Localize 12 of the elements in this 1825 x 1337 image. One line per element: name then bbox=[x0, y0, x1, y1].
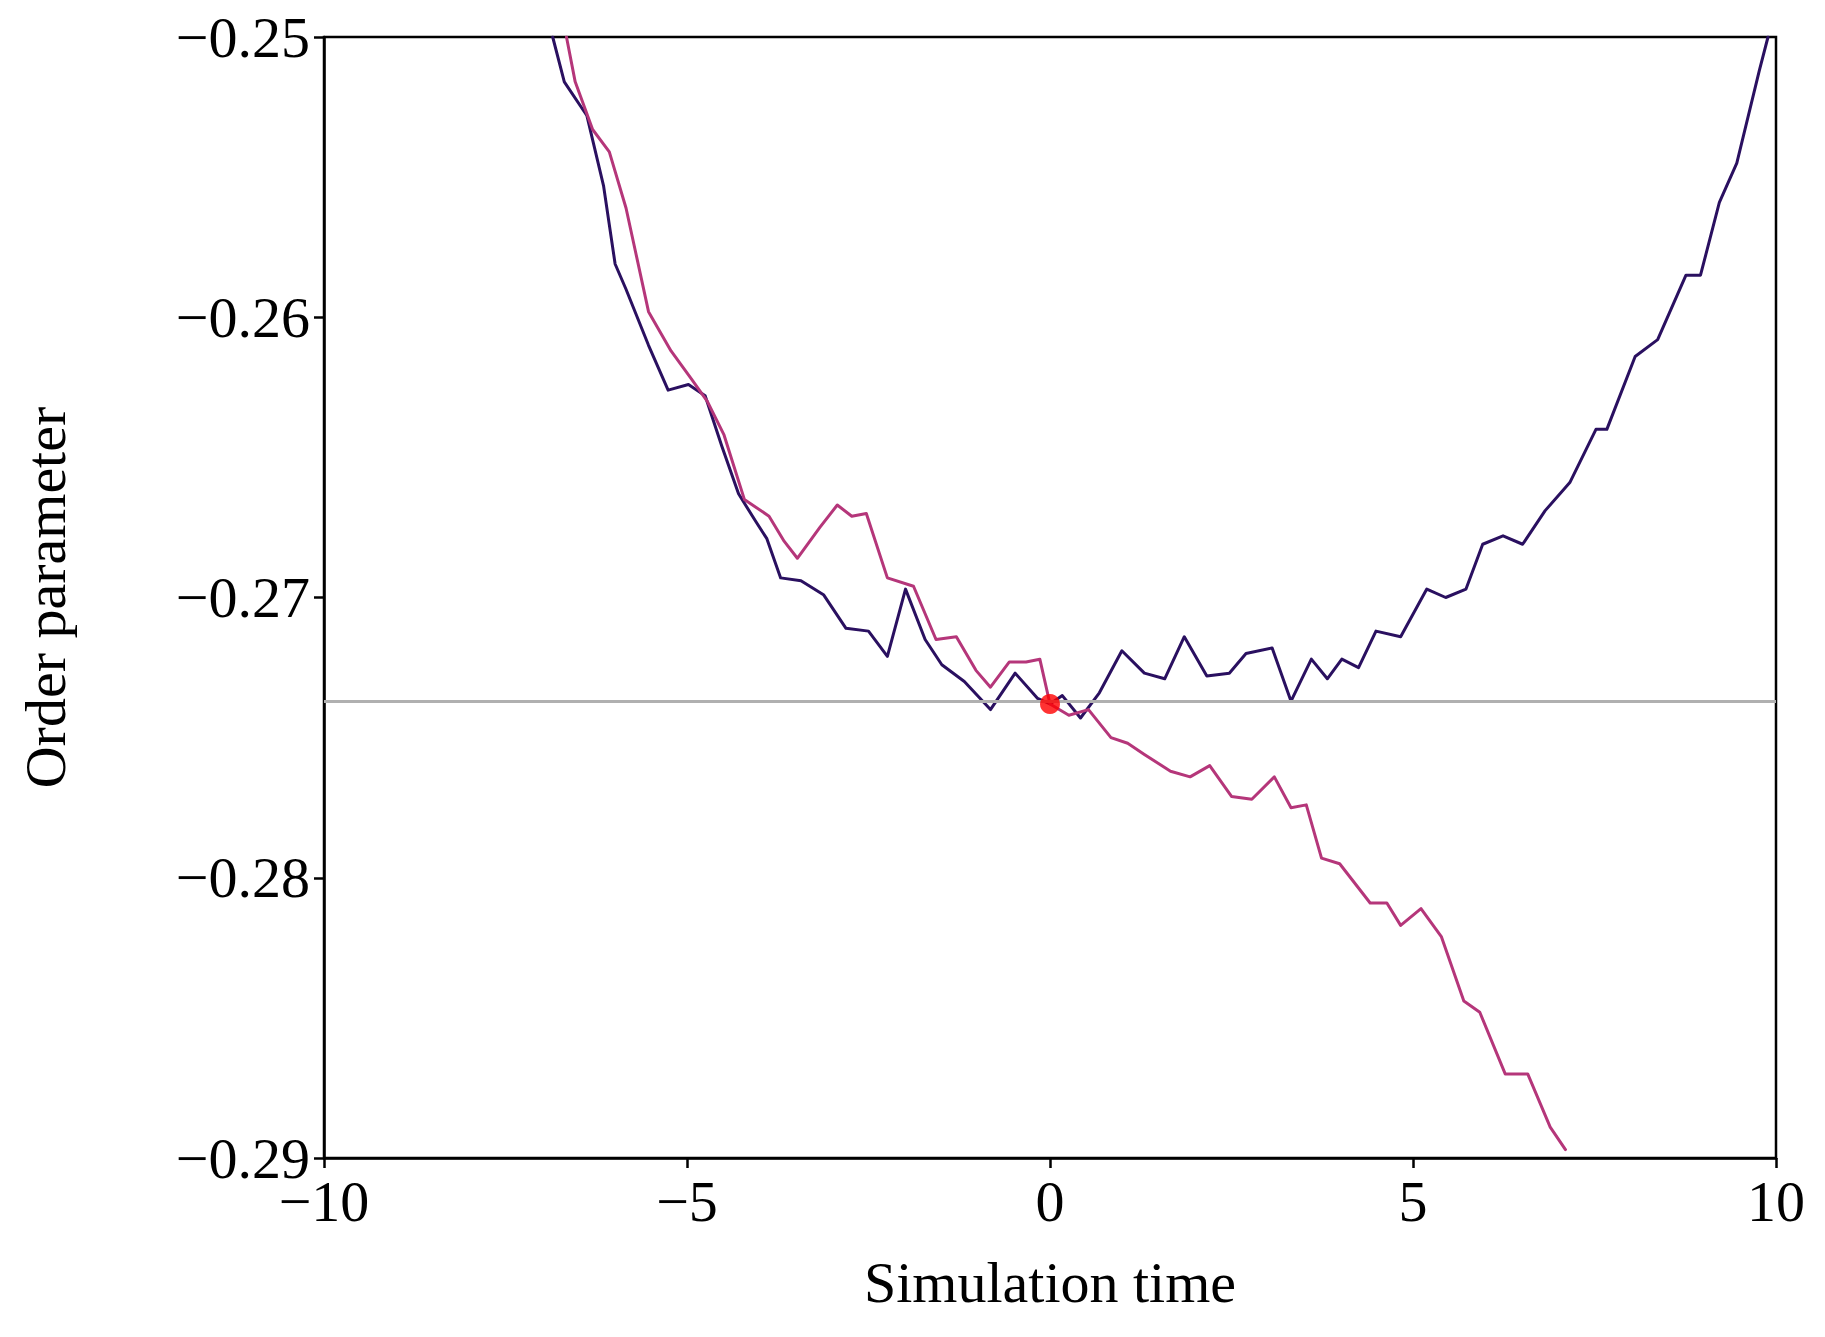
y-tick-label: −0.25 bbox=[175, 4, 310, 70]
y-tick-label: −0.28 bbox=[175, 845, 310, 911]
x-tick-label: 0 bbox=[1035, 1168, 1065, 1234]
line-series bbox=[564, 35, 1567, 1152]
y-axis-title: Order parameter bbox=[12, 406, 78, 789]
x-tick-label: 10 bbox=[1747, 1168, 1805, 1234]
line-series bbox=[551, 35, 1770, 720]
x-tick-label: −5 bbox=[656, 1168, 718, 1234]
x-tick-label: 5 bbox=[1398, 1168, 1428, 1234]
y-tick-label: −0.27 bbox=[175, 565, 310, 630]
y-tick-label: −0.26 bbox=[175, 284, 310, 350]
x-axis-title: Simulation time bbox=[863, 1249, 1237, 1315]
